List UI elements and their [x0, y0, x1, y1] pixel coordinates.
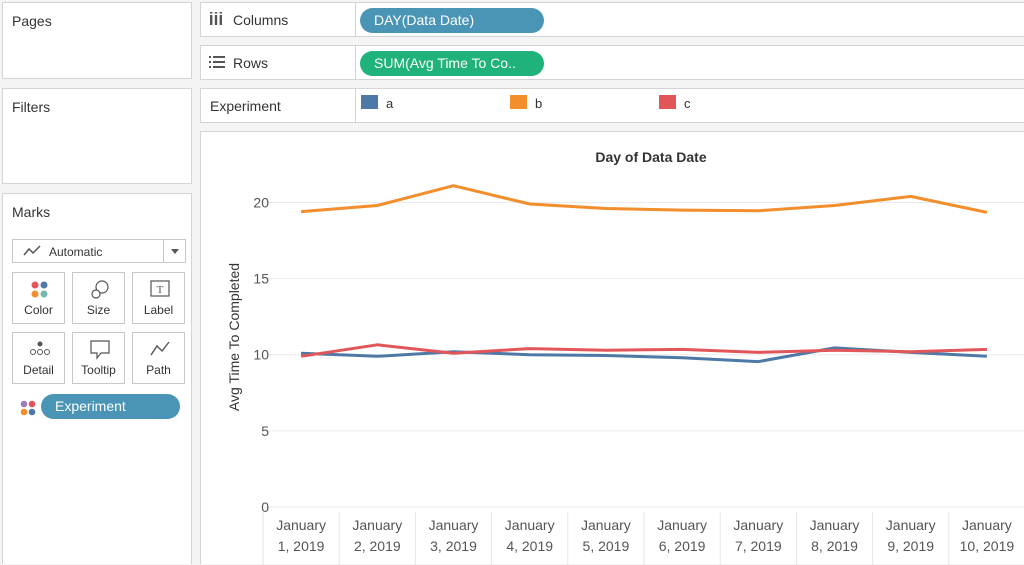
legend-label: b: [535, 96, 543, 111]
columns-shelf[interactable]: Columns DAY(Data Date): [200, 2, 1024, 37]
mark-card-label: Size: [86, 303, 111, 317]
detail-dots-icon: [30, 341, 50, 355]
columns-icon: [209, 12, 223, 29]
tooltip-mark-button[interactable]: Tooltip: [72, 332, 125, 384]
marks-card: Marks Automatic Color Size T Label: [2, 193, 192, 564]
y-tick-label: 10: [253, 347, 269, 363]
legend-swatch: [659, 95, 676, 109]
x-tick-label: January 7, 2019: [733, 517, 783, 554]
experiment-color-pill[interactable]: Experiment: [41, 394, 180, 419]
pages-title: Pages: [12, 13, 52, 29]
legend-swatch: [361, 95, 378, 109]
size-mark-button[interactable]: Size: [72, 272, 125, 324]
series-line-c[interactable]: [300, 343, 987, 358]
legend-title: Experiment: [210, 98, 281, 114]
filters-card[interactable]: Filters: [2, 88, 192, 184]
mark-type-dropdown[interactable]: Automatic: [12, 239, 186, 263]
rows-shelf-label: Rows: [201, 46, 356, 79]
label-mark-button[interactable]: T Label: [132, 272, 185, 324]
y-tick-label: 0: [261, 499, 269, 515]
detail-mark-button[interactable]: Detail: [12, 332, 65, 384]
x-tick-label: January 5, 2019: [581, 517, 631, 554]
color-mark-button[interactable]: Color: [12, 272, 65, 324]
svg-text:T: T: [157, 284, 164, 296]
rows-label: Rows: [233, 55, 269, 71]
mark-card-label: Path: [146, 363, 171, 377]
y-axis-title: Avg Time To Completed: [226, 263, 242, 411]
size-circles-icon: [91, 280, 109, 299]
mark-card-label: Tooltip: [81, 363, 116, 377]
path-mark-button[interactable]: Path: [132, 332, 185, 384]
tooltip-bubble-icon: [90, 340, 110, 360]
rows-pill[interactable]: SUM(Avg Time To Co..: [360, 51, 544, 76]
x-tick-label: January 10, 2019: [960, 517, 1015, 554]
line-chart-icon: [23, 245, 41, 260]
mark-card-label: Color: [24, 303, 53, 317]
columns-label: Columns: [233, 12, 289, 28]
legend-label: a: [386, 96, 394, 111]
x-tick-label: January 3, 2019: [429, 517, 479, 554]
legend-swatch: [510, 95, 527, 109]
text-label-icon: T: [150, 280, 170, 297]
x-tick-label: January 2, 2019: [352, 517, 402, 554]
chevron-down-icon[interactable]: [163, 240, 185, 262]
x-tick-label: January 1, 2019: [276, 517, 326, 554]
mark-card-label: Label: [143, 303, 174, 317]
mark-type-label: Automatic: [49, 245, 103, 259]
line-chart: Day of Data Date Avg Time To Completed 0…: [226, 149, 1024, 565]
color-dots-icon: [31, 281, 48, 298]
chart-area: Day of Data Date Avg Time To Completed 0…: [200, 131, 1024, 565]
x-tick-label: January 4, 2019: [505, 517, 555, 554]
x-tick-label: January 8, 2019: [810, 517, 860, 554]
path-line-icon: [150, 341, 170, 356]
legend-label: c: [684, 96, 691, 111]
x-tick-label: January 6, 2019: [657, 517, 707, 554]
color-dots-icon: [19, 399, 37, 422]
experiment-legend: Experiment a b c: [200, 88, 1024, 123]
marks-title: Marks: [12, 204, 51, 220]
series-line-b[interactable]: [300, 184, 988, 214]
y-tick-label: 15: [253, 271, 269, 287]
x-tick-label: January 9, 2019: [886, 517, 936, 554]
y-tick-label: 20: [253, 194, 269, 210]
filters-title: Filters: [12, 99, 51, 115]
columns-pill[interactable]: DAY(Data Date): [360, 8, 544, 33]
mark-card-label: Detail: [23, 363, 54, 377]
pages-card[interactable]: Pages: [2, 2, 192, 79]
y-tick-label: 5: [261, 423, 269, 439]
rows-shelf[interactable]: Rows SUM(Avg Time To Co..: [200, 45, 1024, 80]
chart-title: Day of Data Date: [595, 149, 706, 165]
rows-icon: [209, 55, 225, 72]
columns-shelf-label: Columns: [201, 3, 356, 36]
legend-title-cell: Experiment: [201, 89, 356, 122]
